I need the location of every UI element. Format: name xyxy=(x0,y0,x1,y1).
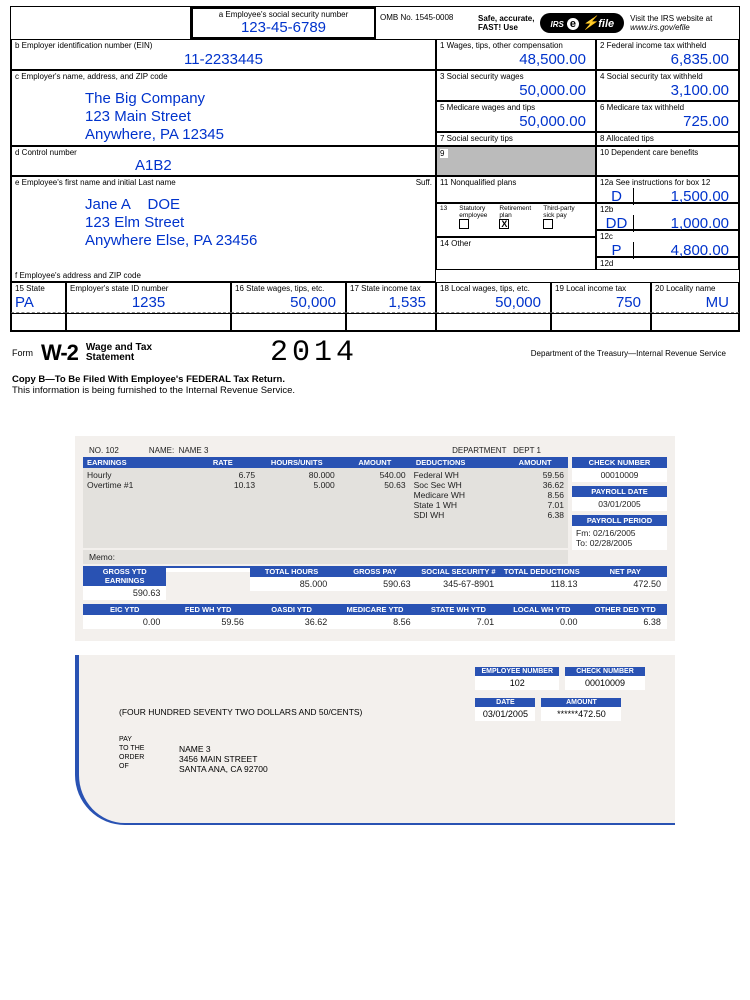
emp-city: Anywhere Else, PA 23456 xyxy=(85,232,432,250)
chk-num-hdr: CHECK NUMBER xyxy=(565,667,645,676)
side-period-hdr: PAYROLL PERIOD xyxy=(572,515,667,526)
form-name: W-2 xyxy=(41,340,78,366)
ps-name: NAME: NAME 3 xyxy=(149,446,209,455)
box20-label: 20 Locality name xyxy=(655,284,735,293)
box13-retirement: RetirementplanX xyxy=(499,205,531,231)
hdr-deductions: DEDUCTIONS xyxy=(412,457,502,468)
side-check: 00010009 xyxy=(572,468,667,482)
hdr-earnings: EARNINGS xyxy=(83,457,190,468)
safe-text: Safe, accurate,FAST! Use xyxy=(478,14,534,32)
box12d-label: 12d xyxy=(600,259,735,268)
ssn-label: a Employee's social security number xyxy=(193,10,374,19)
tax-year: 2014 xyxy=(270,336,358,370)
hdr-hours: HOURS/UNITS xyxy=(256,457,338,468)
employer-city: Anywhere, PA 12345 xyxy=(85,126,432,144)
box16-value: 50,000 xyxy=(235,294,342,311)
box1-label: 1 Wages, tips, other compensation xyxy=(440,41,592,50)
employer-name: The Big Company xyxy=(85,90,432,108)
side-date: 03/01/2005 xyxy=(572,497,667,511)
box-e-label: e Employee's first name and initial Last… xyxy=(15,178,432,187)
box7-label: 7 Social security tips xyxy=(440,134,592,143)
box15b-value: 1235 xyxy=(70,294,227,311)
box-d-label: d Control number xyxy=(15,148,432,157)
box4-label: 4 Social security tax withheld xyxy=(600,72,735,81)
box17-value: 1,535 xyxy=(350,294,432,311)
box14-label: 14 Other xyxy=(440,239,592,248)
box6-label: 6 Medicare tax withheld xyxy=(600,103,735,112)
box16-label: 16 State wages, tips, etc. xyxy=(235,284,342,293)
box2-label: 2 Federal income tax withheld xyxy=(600,41,735,50)
w2-form: a Employee's social security number 123-… xyxy=(10,6,740,332)
box12c-label: 12c xyxy=(600,232,735,241)
ps-summary-2: EIC YTD0.00FED WH YTD59.56OASDI YTD36.62… xyxy=(83,604,667,629)
box6-value: 725.00 xyxy=(600,113,735,130)
ein-value: 11-2233445 xyxy=(15,51,432,68)
chk-amt-hdr: AMOUNT xyxy=(541,698,621,707)
box-c-label: c Employer's name, address, and ZIP code xyxy=(15,72,432,81)
omb: OMB No. 1545-0008 xyxy=(376,7,476,39)
box11-label: 11 Nonqualified plans xyxy=(440,178,592,187)
box18-value: 50,000 xyxy=(440,294,547,311)
box18-label: 18 Local wages, tips, etc. xyxy=(440,284,547,293)
chk-date-hdr: DATE xyxy=(475,698,535,707)
form-title-row: Form W-2 Wage and TaxStatement 2014 Depa… xyxy=(0,334,750,372)
ps-no: NO. 102 xyxy=(89,446,119,455)
box20-value: MU xyxy=(655,294,735,311)
ps-dept: DEPARTMENT DEPT 1 xyxy=(452,446,541,455)
ps-body: Hourly6.7580.000540.00Federal WH59.56Ove… xyxy=(83,468,568,548)
box-f-label: f Employee's address and ZIP code xyxy=(15,271,432,280)
box15-label: 15 State xyxy=(15,284,62,293)
box12b-label: 12b xyxy=(600,205,735,214)
hdr-amount2: AMOUNT xyxy=(502,457,568,468)
control-value: A1B2 xyxy=(15,157,172,174)
box15-state: PA xyxy=(15,294,62,311)
emp-name: Jane A DOE xyxy=(85,196,432,214)
box3-label: 3 Social security wages xyxy=(440,72,592,81)
box4-value: 3,100.00 xyxy=(600,82,735,99)
check-address: NAME 33456 MAIN STREETSANTA ANA, CA 9270… xyxy=(179,744,645,774)
form-subtitle: Wage and TaxStatement xyxy=(86,343,152,363)
ssn-value: 123-45-6789 xyxy=(193,19,374,36)
box19-value: 750 xyxy=(555,294,647,311)
side-period: Fm: 02/16/2005To: 02/28/2005 xyxy=(572,526,667,550)
visit-text: Visit the IRS website atwww.irs.gov/efil… xyxy=(630,14,712,32)
box10-label: 10 Dependent care benefits xyxy=(600,148,735,157)
chk-emp-hdr: EMPLOYEE NUMBER xyxy=(475,667,559,676)
chk-num: 00010009 xyxy=(565,676,645,690)
box17-label: 17 State income tax xyxy=(350,284,432,293)
hdr-amount: AMOUNT xyxy=(338,457,412,468)
box5-label: 5 Medicare wages and tips xyxy=(440,103,592,112)
box8-label: 8 Allocated tips xyxy=(600,134,735,143)
box13-statutory: Statutoryemployee xyxy=(459,205,487,231)
box9-label: 9 xyxy=(440,149,448,158)
box15b-label: Employer's state ID number xyxy=(70,284,227,293)
chk-emp: 102 xyxy=(475,676,559,690)
chk-date: 03/01/2005 xyxy=(475,707,535,721)
ps-summary-1: GROSS YTD EARNINGS590.63 TOTAL HOURS85.0… xyxy=(83,566,667,600)
box2-value: 6,835.00 xyxy=(600,51,735,68)
box13-thirdparty: Third-partysick pay xyxy=(543,205,574,231)
box19-label: 19 Local income tax xyxy=(555,284,647,293)
box5-value: 50,000.00 xyxy=(440,113,592,130)
memo: Memo: xyxy=(83,550,568,564)
paystub: NO. 102 NAME: NAME 3 DEPARTMENT DEPT 1 E… xyxy=(75,436,675,641)
dept-text: Department of the Treasury—Internal Reve… xyxy=(531,349,738,358)
employer-street: 123 Main Street xyxy=(85,108,432,126)
side-check-hdr: CHECK NUMBER xyxy=(572,457,667,468)
ssn-box: a Employee's social security number 123-… xyxy=(191,7,376,39)
box-b-label: b Employer identification number (EIN) xyxy=(15,41,432,50)
hdr-rate: RATE xyxy=(190,457,256,468)
efile-badge: IRS e ⚡file xyxy=(540,13,624,33)
box12a-label: 12a See instructions for box 12 xyxy=(600,178,735,187)
box3-value: 50,000.00 xyxy=(440,82,592,99)
emp-street: 123 Elm Street xyxy=(85,214,432,232)
check: EMPLOYEE NUMBER102 CHECK NUMBER00010009 … xyxy=(75,655,675,825)
box1-value: 48,500.00 xyxy=(440,51,592,68)
side-date-hdr: PAYROLL DATE xyxy=(572,486,667,497)
copy-b-text: Copy B—To Be Filed With Employee's FEDER… xyxy=(0,374,750,396)
chk-amt: ******472.50 xyxy=(541,707,621,721)
box13-label: 13 xyxy=(440,205,447,231)
